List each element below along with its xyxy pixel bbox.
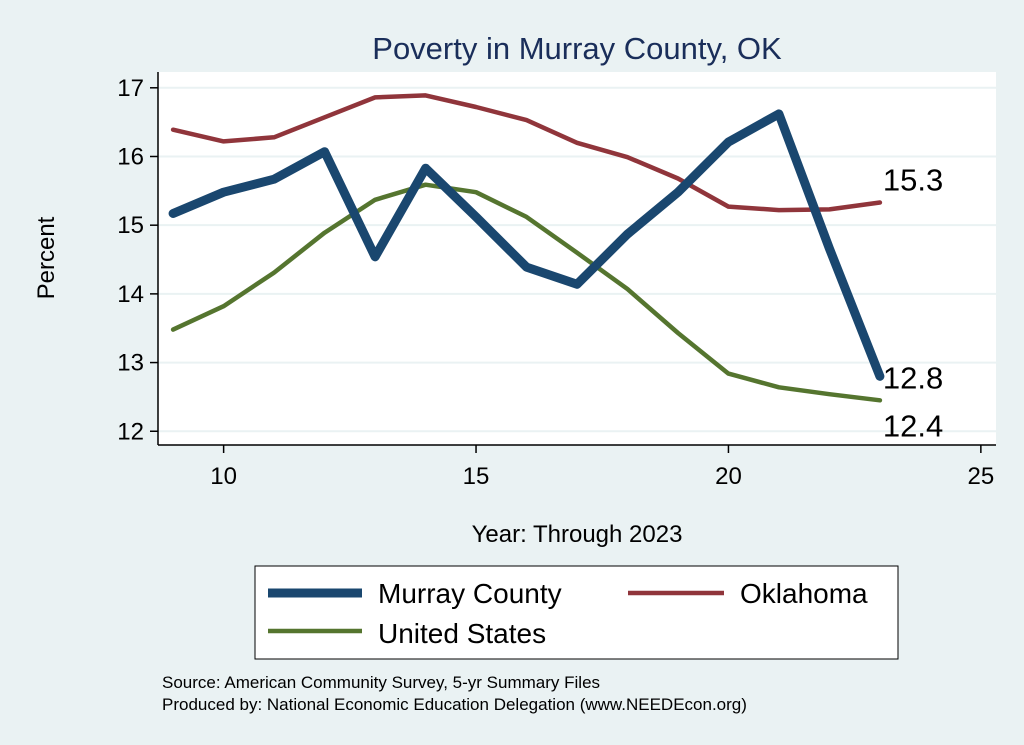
x-axis-label: Year: Through 2023 xyxy=(472,521,683,548)
series-line-oklahoma xyxy=(170,93,883,213)
legend-box xyxy=(254,565,899,660)
end-label-oklahoma: 15.3 xyxy=(883,163,943,198)
y-tick-label: 13 xyxy=(117,350,144,377)
x-tick-label: 10 xyxy=(210,463,237,490)
y-tick-label: 16 xyxy=(117,143,144,170)
end-label-united-states: 12.4 xyxy=(883,408,943,443)
plot-area xyxy=(158,72,996,445)
y-axis-ticks: 12 13 14 15 16 17 xyxy=(117,75,158,445)
series-line-united-states xyxy=(170,182,883,403)
y-tick-label: 17 xyxy=(117,75,144,102)
y-tick-label: 12 xyxy=(117,418,144,445)
y-tick-label: 15 xyxy=(117,212,144,239)
series-lines xyxy=(168,93,885,403)
series-line-murray-county xyxy=(168,109,885,381)
chart-title: Poverty in Murray County, OK xyxy=(372,31,782,66)
end-label-murray-county: 12.8 xyxy=(883,360,943,395)
end-labels: 12.8 15.3 12.4 xyxy=(883,163,943,444)
legend: Murray County Oklahoma United States xyxy=(268,578,868,649)
x-tick-label: 25 xyxy=(968,463,995,490)
produced-by-note: Produced by: National Economic Education… xyxy=(162,695,747,714)
x-tick-label: 20 xyxy=(715,463,742,490)
legend-label-united-states: United States xyxy=(378,618,546,649)
gridlines xyxy=(158,86,996,433)
source-note: Source: American Community Survey, 5-yr … xyxy=(162,673,600,692)
y-axis-label: Percent xyxy=(33,216,60,299)
y-tick-label: 14 xyxy=(117,281,144,308)
legend-label-murray-county: Murray County xyxy=(378,578,562,609)
legend-label-oklahoma: Oklahoma xyxy=(740,578,868,609)
x-tick-label: 15 xyxy=(463,463,490,490)
x-axis-ticks: 10 15 20 25 xyxy=(210,445,994,490)
axes xyxy=(157,72,996,446)
